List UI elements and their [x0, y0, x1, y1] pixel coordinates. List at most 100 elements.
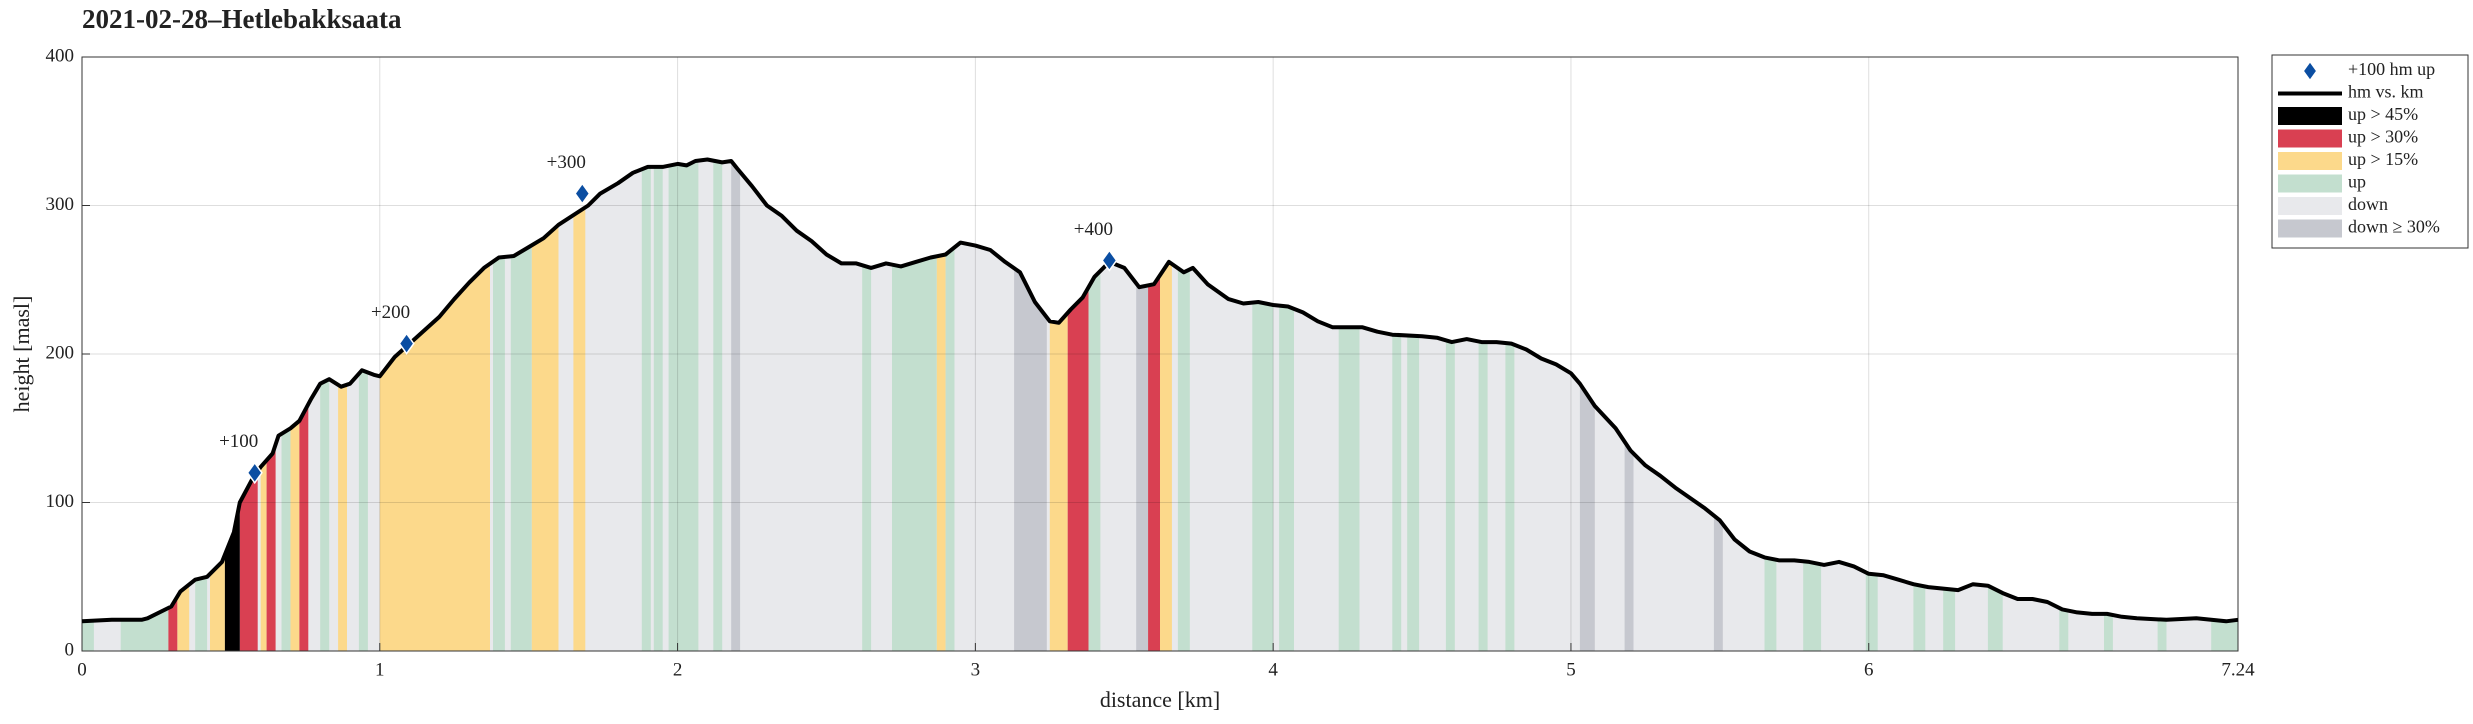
legend-patch: [2278, 197, 2342, 215]
x-tick-label: 3: [971, 659, 981, 680]
gradient-strip: [1713, 515, 1723, 651]
gradient-strip: [1136, 283, 1152, 651]
gradient-strip: [266, 444, 276, 651]
gradient-strip: [641, 166, 651, 651]
gradient-strip: [1148, 275, 1160, 651]
gradient-strip: [731, 161, 741, 651]
gradient-strip: [290, 420, 300, 651]
gradient-strip: [1049, 312, 1068, 651]
marker-label: +100: [219, 431, 258, 452]
gradient-strip: [1579, 383, 1595, 651]
marker-label: +400: [1074, 219, 1113, 240]
hm-marker: [1101, 249, 1118, 272]
gradient-strip: [168, 596, 178, 651]
gradient-strip: [1865, 572, 1878, 651]
gradient-strip: [892, 256, 937, 651]
legend-label: down ≥ 30%: [2348, 217, 2440, 237]
x-axis-label: distance [km]: [1100, 687, 1220, 712]
gradient-strip: [338, 384, 347, 651]
gradient-strip: [1445, 340, 1455, 651]
legend-patch: [2278, 174, 2342, 193]
gradient-strip: [862, 265, 872, 651]
legend-patch: [2278, 219, 2342, 238]
plot-frame: [81, 56, 2239, 652]
hm-marker: [574, 182, 591, 205]
gradient-strip: [210, 554, 225, 651]
gradient-strip: [668, 160, 699, 651]
gradient-strip: [510, 245, 532, 652]
gradient-strip: [379, 263, 490, 651]
gradient-strip: [573, 207, 586, 651]
y-tick-label: 100: [46, 491, 75, 512]
gradient-strip: [1764, 557, 1777, 651]
gradient-strip: [1338, 327, 1360, 651]
gradient-strip: [1624, 441, 1634, 651]
legend-label: up > 30%: [2348, 127, 2418, 147]
gradient-strip: [224, 502, 240, 651]
gradient-strip: [653, 166, 663, 651]
hm-marker: [246, 461, 263, 485]
legend-patch: [2278, 152, 2342, 170]
legend-label: up > 45%: [2348, 104, 2418, 124]
gradient-strip: [1987, 585, 2003, 651]
y-axis-label: height [masl]: [9, 296, 34, 413]
profile-line: [81, 157, 2239, 624]
gradient-strip: [2059, 607, 2069, 651]
gradient-strip: [531, 224, 559, 652]
gradient-strip: [1177, 268, 1190, 651]
legend-label: down: [2348, 194, 2388, 214]
gradient-strip: [1505, 343, 1515, 651]
gradient-strip: [281, 428, 291, 651]
chart-title: 2021-02-28–Hetlebakksaata: [82, 4, 402, 34]
marker-label: +300: [547, 152, 586, 173]
legend-patch: [2278, 129, 2342, 148]
gradient-strip: [1279, 305, 1294, 651]
y-tick-label: 300: [46, 194, 75, 215]
gradient-strip: [1943, 588, 1956, 651]
gradient-strip: [1014, 268, 1047, 651]
legend-marker: [2302, 61, 2318, 81]
gradient-strip: [1913, 584, 1926, 651]
gradient-strip: [177, 584, 190, 651]
gradient-strip: [2157, 619, 2167, 651]
legend-patch: [2278, 107, 2342, 125]
x-tick-label: 4: [1268, 659, 1278, 680]
hm-marker: [398, 332, 415, 355]
gradient-strip: [1407, 335, 1420, 651]
legend-box: [2271, 54, 2469, 249]
gradient-strip: [120, 607, 169, 651]
gradient-strip: [1478, 341, 1488, 651]
gradient-strip: [2104, 613, 2113, 651]
y-tick-label: 400: [46, 45, 75, 66]
legend-label: up: [2348, 172, 2366, 192]
gradient-strip: [1088, 270, 1101, 651]
x-tick-label: 1: [375, 659, 385, 680]
marker-label: +200: [371, 302, 410, 323]
gradient-strip: [260, 460, 267, 651]
gradient-strip: [358, 370, 368, 651]
gradient-strip: [1392, 334, 1402, 651]
y-tick-label: 0: [65, 639, 75, 660]
gradient-strip: [1252, 302, 1274, 651]
gradient-strip: [239, 471, 258, 651]
gradient-strip: [945, 247, 955, 651]
gradient-strip: [713, 160, 723, 651]
gradient-strip: [1803, 561, 1822, 651]
gradient-strip: [936, 254, 946, 651]
x-tick-label: 5: [1566, 659, 1576, 680]
x-tick-label: 0: [77, 659, 87, 680]
gradient-strip: [299, 404, 309, 651]
gradient-strip: [1160, 261, 1172, 651]
legend-label: hm vs. km: [2348, 82, 2424, 102]
gradient-strip: [493, 256, 505, 651]
legend-label: +100 hm up: [2348, 59, 2435, 79]
x-tick-label: 2: [673, 659, 683, 680]
gradient-strip: [320, 379, 330, 651]
y-tick-label: 200: [46, 342, 75, 363]
gradient-strip: [82, 620, 94, 651]
gradient-strip: [2211, 619, 2238, 651]
gradient-strip: [1067, 287, 1089, 651]
gradient-strip: [195, 576, 208, 651]
